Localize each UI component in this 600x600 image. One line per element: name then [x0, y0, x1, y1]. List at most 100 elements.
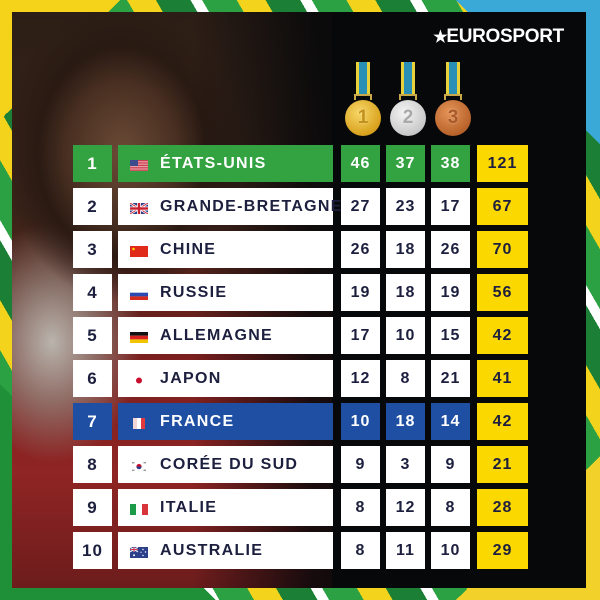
medal-header: 1 2 3 [342, 62, 482, 142]
star-icon: ★ [433, 29, 448, 46]
rank-cell: 9 [73, 489, 112, 526]
table-row: 4 RUSSIE 19 18 19 56 [0, 274, 600, 311]
rank-cell: 3 [73, 231, 112, 268]
silver-count-cell: 8 [386, 360, 425, 397]
silver-count-cell: 23 [386, 188, 425, 225]
total-count-cell: 42 [477, 403, 528, 440]
silver-medal-icon: 2 [390, 62, 426, 140]
rank-cell: 6 [73, 360, 112, 397]
country-cell: AUSTRALIE [118, 532, 333, 569]
rank-cell: 1 [73, 145, 112, 182]
bronze-count-cell: 26 [431, 231, 470, 268]
total-count-cell: 41 [477, 360, 528, 397]
country-name: CORÉE DU SUD [160, 455, 299, 473]
silver-count-cell: 18 [386, 403, 425, 440]
rank-cell: 8 [73, 446, 112, 483]
country-name: ITALIE [160, 498, 218, 516]
table-row: 7 FRANCE 10 18 14 42 [0, 403, 600, 440]
bronze-count-cell: 38 [431, 145, 470, 182]
bronze-medal-icon: 3 [435, 62, 471, 140]
usa-flag-icon [130, 158, 148, 171]
total-count-cell: 28 [477, 489, 528, 526]
total-count-cell: 21 [477, 446, 528, 483]
country-name: CHINE [160, 240, 217, 258]
gold-count-cell: 17 [341, 317, 380, 354]
china-flag-icon [130, 244, 148, 257]
total-count-cell: 42 [477, 317, 528, 354]
bronze-count-cell: 21 [431, 360, 470, 397]
bronze-medal-label: 3 [447, 107, 459, 128]
france-flag-icon [130, 416, 148, 429]
gold-count-cell: 10 [341, 403, 380, 440]
silver-count-cell: 3 [386, 446, 425, 483]
table-row: 3 CHINE 26 18 26 70 [0, 231, 600, 268]
country-name: ALLEMAGNE [160, 326, 274, 344]
uk-flag-icon [129, 201, 149, 216]
germany-flag-icon [130, 330, 148, 343]
country-cell: RUSSIE [118, 274, 333, 311]
silver-medal-label: 2 [402, 107, 414, 128]
eurosport-logo: ★ EUROSPORT [433, 26, 564, 48]
gold-medal-icon: 1 [345, 62, 381, 140]
silver-count-cell: 37 [386, 145, 425, 182]
total-count-cell: 121 [477, 145, 528, 182]
table-row: 1 ÉTATS-UNIS 46 37 38 121 [0, 145, 600, 182]
table-row: 2 GRANDE-BRETAGNE 27 23 17 67 [0, 188, 600, 225]
silver-count-cell: 10 [386, 317, 425, 354]
table-row: 9 ITALIE 8 12 8 28 [0, 489, 600, 526]
gold-count-cell: 12 [341, 360, 380, 397]
silver-count-cell: 12 [386, 489, 425, 526]
country-name: JAPON [160, 369, 222, 387]
table-row: 5 ALLEMAGNE 17 10 15 42 [0, 317, 600, 354]
country-name: AUSTRALIE [160, 541, 264, 559]
bronze-count-cell: 15 [431, 317, 470, 354]
gold-count-cell: 26 [341, 231, 380, 268]
bronze-count-cell: 9 [431, 446, 470, 483]
logo-text: EUROSPORT [446, 26, 564, 47]
bronze-count-cell: 8 [431, 489, 470, 526]
country-name: RUSSIE [160, 283, 228, 301]
rank-cell: 7 [73, 403, 112, 440]
country-cell: FRANCE [118, 403, 333, 440]
bronze-count-cell: 10 [431, 532, 470, 569]
country-cell: JAPON [118, 360, 333, 397]
silver-count-cell: 18 [386, 274, 425, 311]
total-count-cell: 67 [477, 188, 528, 225]
rank-cell: 2 [73, 188, 112, 225]
south-korea-flag-icon [130, 459, 148, 472]
russia-flag-icon [129, 287, 149, 300]
gold-count-cell: 9 [341, 446, 380, 483]
country-cell: ÉTATS-UNIS [118, 145, 333, 182]
total-count-cell: 56 [477, 274, 528, 311]
bronze-count-cell: 17 [431, 188, 470, 225]
country-cell: CORÉE DU SUD [118, 446, 333, 483]
gold-count-cell: 8 [341, 532, 380, 569]
table-row: 6 JAPON 12 8 21 41 [0, 360, 600, 397]
gold-count-cell: 27 [341, 188, 380, 225]
gold-count-cell: 8 [341, 489, 380, 526]
country-cell: ALLEMAGNE [118, 317, 333, 354]
silver-count-cell: 11 [386, 532, 425, 569]
rank-cell: 5 [73, 317, 112, 354]
bronze-count-cell: 14 [431, 403, 470, 440]
italy-flag-icon [130, 502, 148, 515]
rank-cell: 10 [73, 532, 112, 569]
country-name: ÉTATS-UNIS [160, 154, 267, 172]
country-cell: GRANDE-BRETAGNE [118, 188, 341, 225]
table-row: 8 CORÉE DU SUD 9 3 9 21 [0, 446, 600, 483]
gold-count-cell: 46 [341, 145, 380, 182]
australia-flag-icon [129, 545, 148, 558]
total-count-cell: 70 [477, 231, 528, 268]
country-cell: ITALIE [118, 489, 333, 526]
gold-count-cell: 19 [341, 274, 380, 311]
country-name: GRANDE-BRETAGNE [160, 197, 343, 215]
silver-count-cell: 18 [386, 231, 425, 268]
rank-cell: 4 [73, 274, 112, 311]
table-row: 10 AUSTRALIE 8 11 10 29 [0, 532, 600, 569]
japan-flag-icon [130, 373, 148, 386]
gold-medal-label: 1 [357, 107, 369, 128]
bronze-count-cell: 19 [431, 274, 470, 311]
country-cell: CHINE [118, 231, 333, 268]
country-name: FRANCE [160, 412, 235, 430]
total-count-cell: 29 [477, 532, 528, 569]
